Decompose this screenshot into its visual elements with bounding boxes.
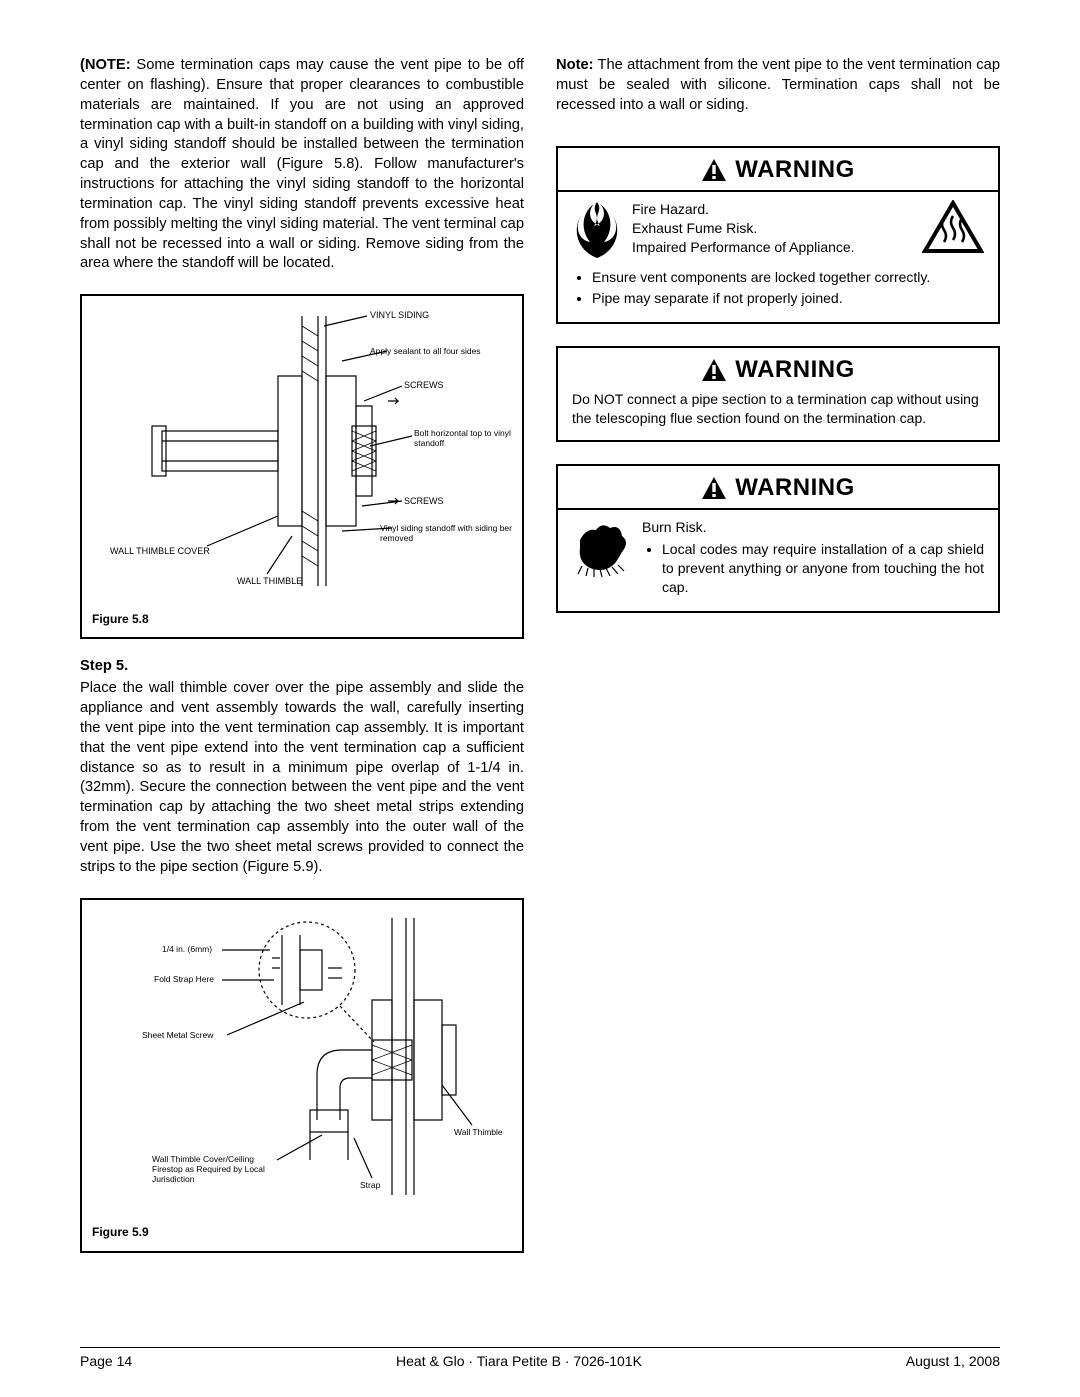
left-column: (NOTE: Some termination caps may cause t… (80, 56, 524, 1271)
step-5-body: Place the wall thimble cover over the pi… (80, 679, 524, 877)
svg-text:removed: removed (380, 533, 413, 543)
warning-box-2: WARNING Do NOT connect a pipe section to… (556, 346, 1000, 442)
footer-center: Heat & Glo · Tiara Petite B · 7026-101K (396, 1352, 642, 1371)
warn3-bullet-1: Local codes may require installation of … (662, 540, 984, 597)
page-footer: Page 14 Heat & Glo · Tiara Petite B · 70… (80, 1347, 1000, 1371)
svg-text:Firestop as Required by Local: Firestop as Required by Local (152, 1164, 265, 1174)
warning-3-body: Burn Risk. Local codes may require insta… (558, 510, 998, 611)
warn1-line-c: Impaired Performance of Appliance. (632, 238, 912, 257)
footer-page: Page 14 (80, 1352, 132, 1371)
lbl-wall-thimble: WALL THIMBLE (237, 576, 302, 586)
figure-5-9-svg: 1/4 in. (6mm) Fold Strap Here Sheet Meta… (92, 910, 512, 1210)
lbl-screw: Sheet Metal Screw (142, 1030, 214, 1040)
note-body: Some termination caps may cause the vent… (80, 57, 524, 271)
flame-icon (572, 200, 622, 260)
warn1-bullet-2: Pipe may separate if not properly joined… (592, 289, 984, 308)
figure-5-8-caption: Figure 5.8 (92, 611, 512, 627)
lbl-sealant: Apply sealant to all four sides (370, 346, 481, 356)
lbl-wall-thimble-cover: WALL THIMBLE COVER (110, 546, 210, 556)
step-5-heading: Step 5. (80, 657, 524, 677)
warning-box-1: WARNING Fire Hazard. Exhaust Fume Risk. … (556, 146, 1000, 324)
lbl-cover1: Wall Thimble Cover/Ceiling (152, 1154, 254, 1164)
note-lead: (NOTE: (80, 57, 131, 73)
figure-5-9: 1/4 in. (6mm) Fold Strap Here Sheet Meta… (80, 898, 524, 1253)
figure-5-8: VINYL SIDING Apply sealant to all four s… (80, 294, 524, 639)
svg-text:standoff: standoff (414, 438, 445, 448)
warning-2-header: WARNING (558, 348, 998, 390)
lbl-fold: Fold Strap Here (154, 974, 214, 984)
lbl-thimble: Wall Thimble (454, 1127, 503, 1137)
warn1-bullet-1: Ensure vent components are locked togeth… (592, 268, 984, 287)
warning-1-title: WARNING (735, 154, 855, 186)
footer-date: August 1, 2008 (906, 1352, 1000, 1371)
warning-2-body: Do NOT connect a pipe section to a termi… (558, 390, 998, 440)
lbl-screws1: SCREWS (404, 380, 444, 390)
hot-surface-icon (922, 200, 984, 256)
warning-3-title: WARNING (735, 472, 855, 504)
warn1-line-a: Fire Hazard. (632, 200, 912, 219)
warn1-line-b: Exhaust Fume Risk. (632, 219, 912, 238)
lbl-bolt: Bolt horizontal top to vinyl (414, 428, 511, 438)
lbl-screws2: SCREWS (404, 496, 444, 506)
alert-triangle-icon (701, 358, 727, 382)
lbl-standoff: Vinyl siding standoff with siding beneat… (380, 523, 512, 533)
warning-1-header: WARNING (558, 148, 998, 192)
warning-box-3: WARNING (556, 464, 1000, 613)
warning-2-title: WARNING (735, 354, 855, 386)
right-column: Note: The attachment from the vent pipe … (556, 56, 1000, 1271)
right-note: Note: The attachment from the vent pipe … (556, 56, 1000, 116)
svg-text:Jurisdiction: Jurisdiction (152, 1174, 195, 1184)
right-note-body: The attachment from the vent pipe to the… (556, 57, 1000, 113)
burn-hand-icon (572, 518, 632, 578)
lbl-vinyl-siding: VINYL SIDING (370, 310, 429, 320)
figure-5-8-svg: VINYL SIDING Apply sealant to all four s… (92, 306, 512, 596)
alert-triangle-icon (701, 476, 727, 500)
warning-3-header: WARNING (558, 466, 998, 510)
alert-triangle-icon (701, 158, 727, 182)
lbl-quarter: 1/4 in. (6mm) (162, 944, 212, 954)
lbl-strap: Strap (360, 1180, 381, 1190)
warning-1-body: Fire Hazard. Exhaust Fume Risk. Impaired… (558, 192, 998, 322)
warn3-line-a: Burn Risk. (642, 518, 984, 537)
note-paragraph: (NOTE: Some termination caps may cause t… (80, 56, 524, 274)
right-note-lead: Note: (556, 57, 594, 73)
figure-5-9-caption: Figure 5.9 (92, 1224, 512, 1240)
